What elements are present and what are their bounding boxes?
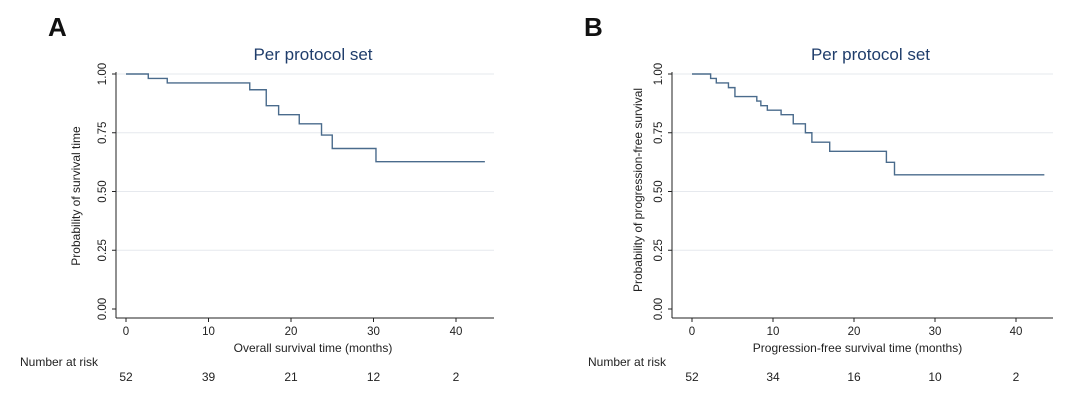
risk-table-label: Number at risk (20, 355, 99, 369)
risk-count: 39 (202, 370, 216, 384)
y-axis-label: Probability of survival time (69, 126, 83, 266)
y-tick-label: 1.00 (653, 63, 665, 85)
risk-count: 10 (928, 370, 942, 384)
survival-curve (126, 73, 485, 163)
x-tick-label: 20 (848, 326, 861, 338)
y-tick-label: 0.75 (97, 122, 109, 144)
chart-title: Per protocol set (811, 45, 930, 64)
y-tick-label: 1.00 (97, 63, 109, 85)
risk-count: 2 (1013, 370, 1020, 384)
survival-chart-a: A Per protocol set 0.00 0.25 0.50 0.75 1.00 0 10… (20, 12, 494, 384)
x-axis-label: Overall survival time (months) (234, 341, 393, 355)
x-tick-label: 30 (929, 326, 942, 338)
y-tick-label: 0.00 (653, 298, 665, 320)
chart-title: Per protocol set (253, 45, 372, 64)
risk-count: 52 (685, 370, 699, 384)
y-axis-label: Probability of progression-free survival (631, 88, 645, 292)
x-tick-label: 0 (123, 326, 129, 338)
x-tick-label: 0 (689, 326, 695, 338)
y-tick-label: 0.00 (97, 298, 109, 320)
x-tick-label: 10 (767, 326, 780, 338)
risk-table-label: Number at risk (588, 355, 667, 369)
x-tick-label: 40 (450, 326, 463, 338)
survival-chart-b: B Per protocol set 0.00 0.25 0.50 0.75 1.00 0 10… (584, 12, 1053, 384)
x-tick-label: 10 (202, 326, 215, 338)
panel-letter: A (48, 12, 67, 42)
chart-panel-a: A Per protocol set 0.00 0.25 0.50 0.75 1.00 0 10… (20, 12, 494, 384)
risk-count: 16 (847, 370, 861, 384)
y-tick-label: 0.75 (653, 122, 665, 144)
risk-count: 52 (119, 370, 133, 384)
y-tick-label: 0.50 (653, 180, 665, 202)
y-tick-label: 0.25 (653, 239, 665, 261)
risk-count: 2 (453, 370, 460, 384)
risk-count: 34 (766, 370, 780, 384)
risk-count: 21 (284, 370, 298, 384)
risk-count: 12 (367, 370, 381, 384)
x-tick-label: 40 (1010, 326, 1023, 338)
x-tick-label: 30 (367, 326, 380, 338)
y-tick-label: 0.50 (97, 180, 109, 202)
y-tick-label: 0.25 (97, 239, 109, 261)
panel-letter: B (584, 12, 603, 42)
x-axis-label: Progression-free survival time (months) (753, 341, 962, 355)
chart-panel-b: B Per protocol set 0.00 0.25 0.50 0.75 1.00 0 10… (540, 0, 1080, 409)
x-tick-label: 20 (285, 326, 298, 338)
survival-curve (692, 73, 1045, 176)
